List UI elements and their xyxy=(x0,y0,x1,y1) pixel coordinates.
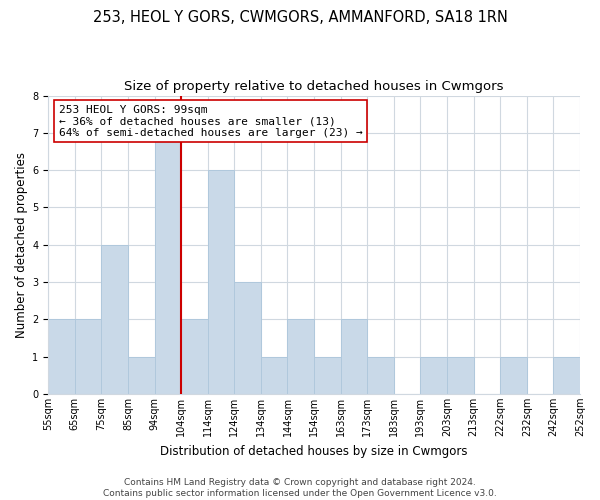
Text: Contains HM Land Registry data © Crown copyright and database right 2024.
Contai: Contains HM Land Registry data © Crown c… xyxy=(103,478,497,498)
Title: Size of property relative to detached houses in Cwmgors: Size of property relative to detached ho… xyxy=(124,80,504,93)
Bar xyxy=(75,320,101,394)
Bar xyxy=(181,320,208,394)
Bar xyxy=(261,356,287,394)
Bar xyxy=(287,320,314,394)
Bar xyxy=(447,356,473,394)
Bar xyxy=(553,356,580,394)
Bar xyxy=(101,244,128,394)
Bar xyxy=(341,320,367,394)
Bar xyxy=(421,356,447,394)
Bar xyxy=(128,356,155,394)
Bar xyxy=(500,356,527,394)
X-axis label: Distribution of detached houses by size in Cwmgors: Distribution of detached houses by size … xyxy=(160,444,468,458)
Text: 253, HEOL Y GORS, CWMGORS, AMMANFORD, SA18 1RN: 253, HEOL Y GORS, CWMGORS, AMMANFORD, SA… xyxy=(92,10,508,25)
Bar xyxy=(155,133,181,394)
Bar xyxy=(208,170,234,394)
Y-axis label: Number of detached properties: Number of detached properties xyxy=(15,152,28,338)
Bar xyxy=(314,356,341,394)
Text: 253 HEOL Y GORS: 99sqm
← 36% of detached houses are smaller (13)
64% of semi-det: 253 HEOL Y GORS: 99sqm ← 36% of detached… xyxy=(59,104,362,138)
Bar xyxy=(367,356,394,394)
Bar xyxy=(48,320,75,394)
Bar xyxy=(234,282,261,394)
